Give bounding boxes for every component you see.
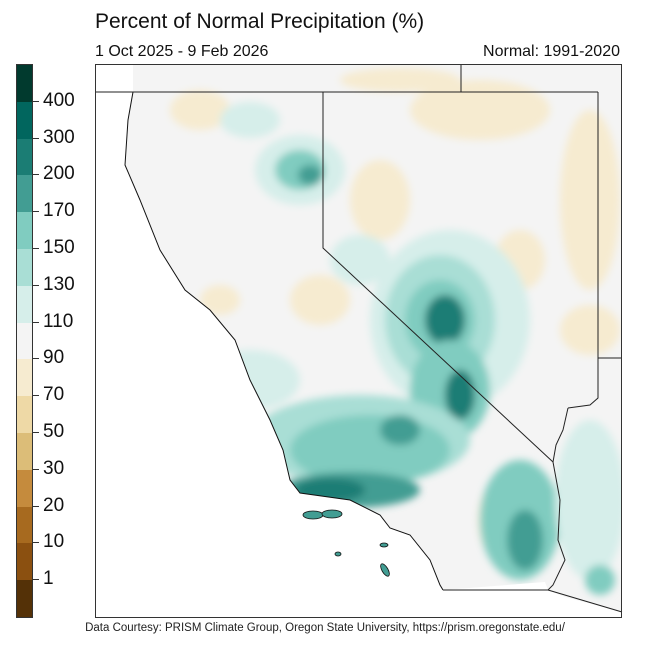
legend-tick — [33, 137, 39, 139]
legend-tick — [33, 321, 39, 323]
legend-swatch — [17, 469, 32, 507]
legend-label: 150 — [43, 237, 75, 258]
color-legend — [16, 64, 33, 618]
normal-period: Normal: 1991-2020 — [483, 43, 620, 60]
legend-tick — [33, 100, 39, 102]
legend-label: 110 — [43, 310, 74, 332]
legend-tick — [33, 505, 39, 507]
legend-swatch — [17, 543, 32, 581]
legend-label: 10 — [43, 531, 65, 553]
legend-swatch — [17, 396, 32, 433]
legend-label: 20 — [43, 494, 65, 516]
legend-tick — [33, 211, 39, 213]
legend-label: 50 — [43, 421, 65, 442]
legend-swatch — [17, 285, 32, 323]
legend-label: 90 — [43, 347, 65, 369]
legend-label: 70 — [43, 384, 65, 406]
legend-label: 170 — [43, 200, 75, 222]
legend-label: 300 — [43, 126, 75, 148]
legend-swatch — [17, 212, 32, 249]
map-frame — [95, 64, 622, 618]
legend-tick — [33, 395, 39, 397]
legend-swatch — [17, 138, 32, 176]
legend-swatch — [17, 322, 32, 360]
legend-tick — [33, 284, 39, 286]
legend-tick — [33, 579, 39, 581]
state-borders — [95, 64, 623, 613]
legend-swatch — [17, 65, 32, 102]
legend-swatch — [17, 101, 32, 139]
legend-tick — [33, 174, 39, 176]
legend-swatch — [17, 175, 32, 213]
legend-label: 130 — [43, 273, 75, 295]
coastline — [124, 91, 444, 591]
legend-tick — [33, 542, 39, 544]
legend-tick — [33, 358, 39, 360]
legend-swatch — [17, 359, 32, 397]
legend-swatch — [17, 506, 32, 544]
legend-label: 200 — [43, 163, 75, 185]
date-range: 1 Oct 2025 - 9 Feb 2026 — [95, 43, 269, 60]
data-credit: Data Courtesy: PRISM Climate Group, Oreg… — [85, 622, 565, 634]
legend-label: 1 — [43, 568, 54, 590]
legend-label: 400 — [43, 89, 75, 111]
legend-tick — [33, 432, 39, 433]
channel-islands — [302, 509, 390, 577]
legend-swatch — [17, 432, 32, 470]
legend-swatch — [17, 248, 32, 286]
legend-label: 30 — [43, 457, 65, 479]
legend-swatch — [17, 580, 32, 617]
legend-tick — [33, 468, 39, 470]
legend-tick — [33, 248, 39, 249]
map-title: Percent of Normal Precipitation (%) — [95, 10, 425, 33]
